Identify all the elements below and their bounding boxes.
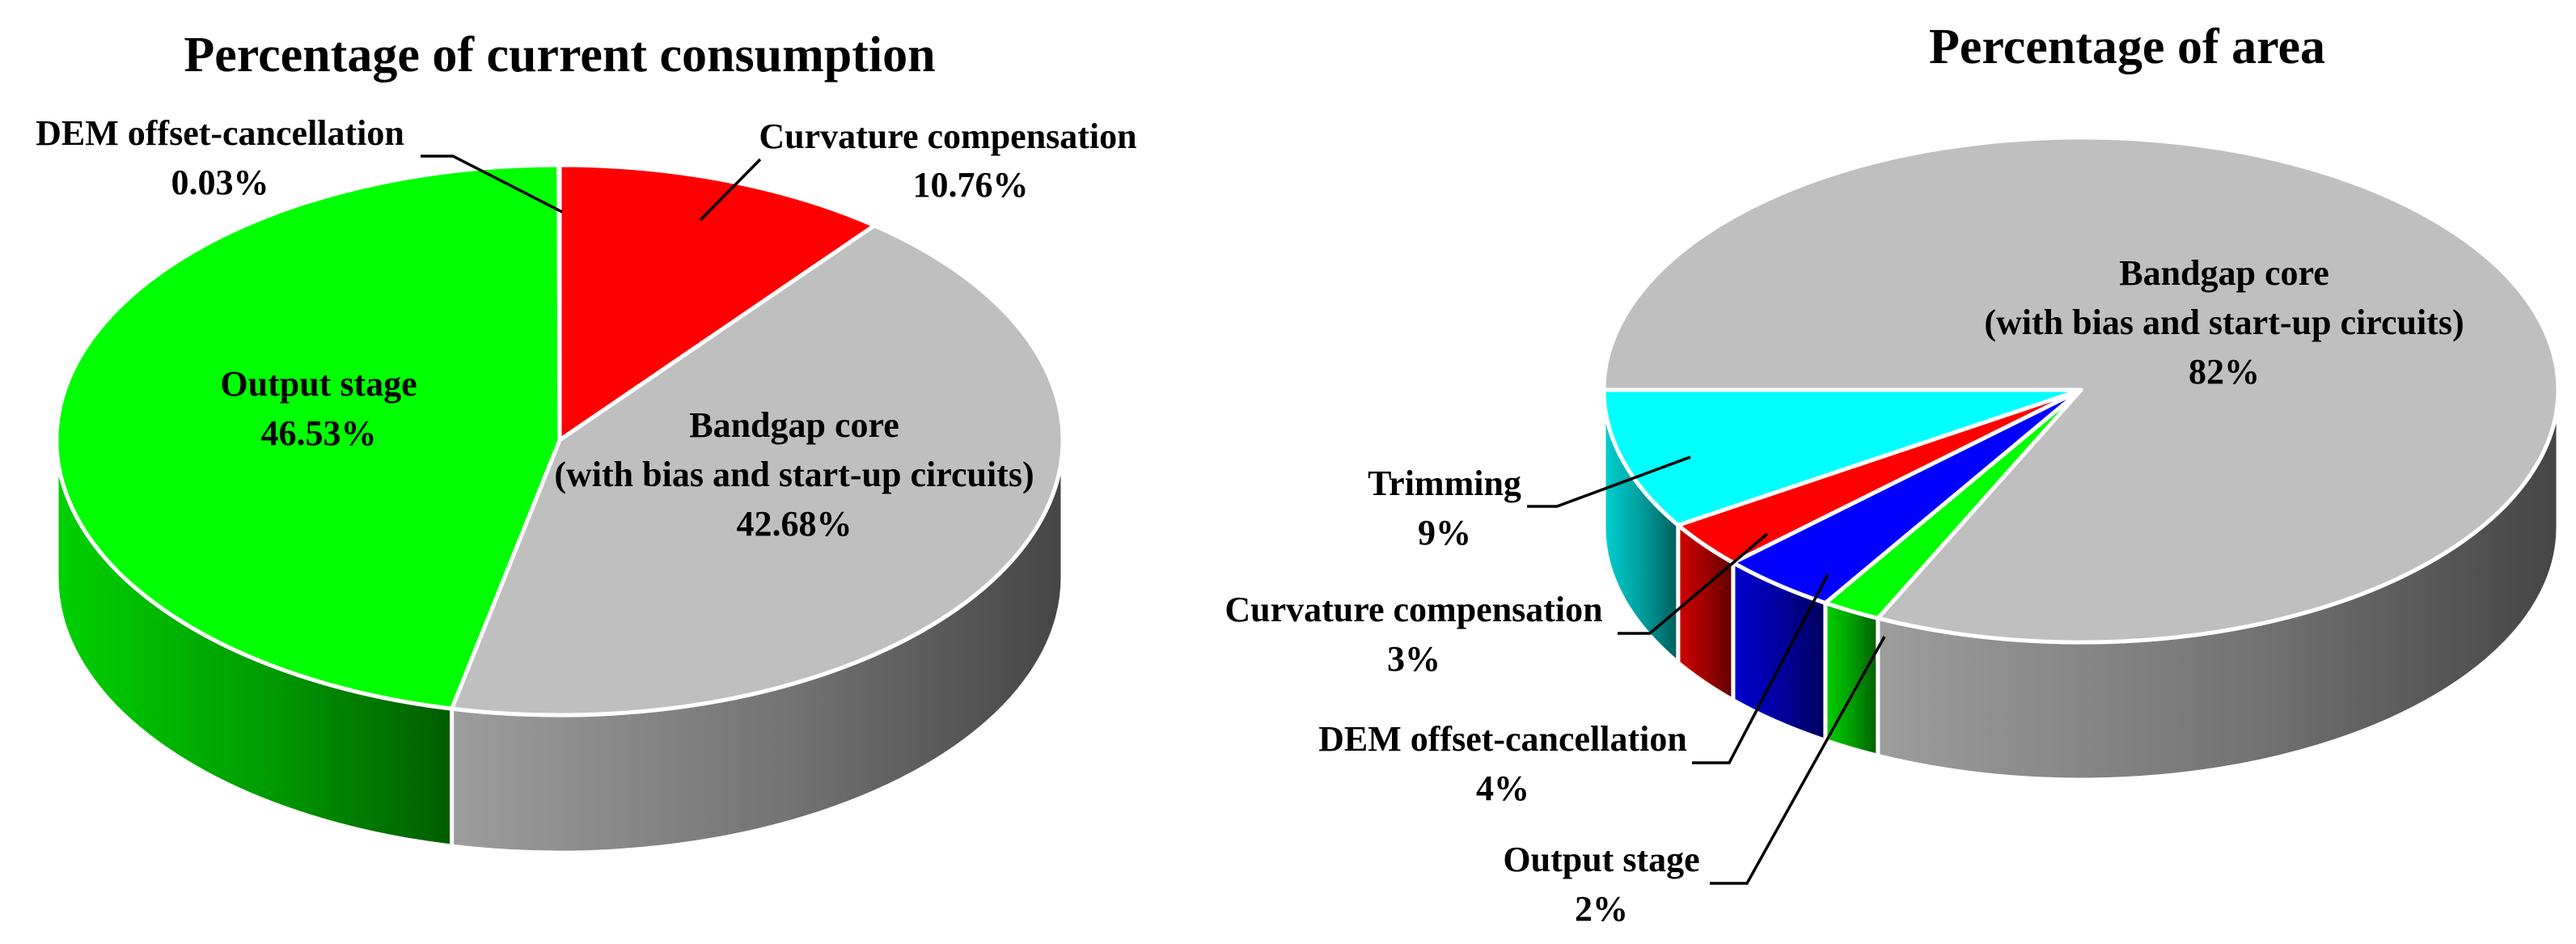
slice-dem-offset-cancellation: [556, 163, 562, 442]
current-consumption-pie-chart: Percentage of current consumption Curvat…: [36, 28, 1137, 855]
slice-value-trimming: 9%: [1418, 513, 1471, 552]
slice-label-bandgap-core: Bandgap core: [689, 405, 899, 445]
slice-value-dem-offset-cancellation: 4%: [1476, 768, 1529, 808]
slice-curvature-compensation: [557, 163, 877, 442]
area-pie-chart: Percentage of area Bandgap core (with bi…: [1225, 19, 2561, 929]
leader-line-trimming: [1527, 455, 1691, 508]
leader-line-dem-offset-cancellation: [421, 155, 563, 214]
slice-value-output-stage: 2%: [1575, 889, 1628, 929]
slice-value-dem-offset-cancellation: 0.03%: [171, 163, 269, 202]
slice-label-output-stage: Output stage: [1503, 840, 1699, 879]
chart-title: Percentage of area: [1929, 19, 2325, 74]
leader-line-curvature-compensation: [1618, 532, 1769, 635]
slice-value-bandgap-core: 42.68%: [737, 504, 852, 544]
slice-value-output-stage: 46.53%: [261, 413, 377, 453]
slice-label-dem-offset-cancellation: DEM offset-cancellation: [1318, 719, 1687, 759]
slice-label-trimming: Trimming: [1368, 464, 1521, 503]
leader-line-curvature-compensation: [699, 158, 762, 222]
slice-side-output-stage: [1823, 600, 1880, 758]
slice-output-stage: [54, 163, 562, 711]
slice-label-dem-offset-cancellation: DEM offset-cancellation: [36, 113, 404, 153]
slice-label-bandgap-core: Bandgap core: [2119, 253, 2329, 293]
slice-label-curvature-compensation: Curvature compensation: [1225, 590, 1602, 629]
slice-label-bandgap-core-detail: (with bias and start-up circuits): [1984, 303, 2464, 342]
slice-bandgap-core: [450, 223, 1065, 718]
slice-label-bandgap-core-detail: (with bias and start-up circuits): [554, 455, 1034, 494]
slice-value-curvature-compensation: 10.76%: [913, 165, 1029, 205]
slice-label-output-stage: Output stage: [220, 364, 417, 404]
leader-line-dem-offset-cancellation: [1692, 574, 1829, 764]
slice-value-curvature-compensation: 3%: [1387, 639, 1440, 679]
slice-value-bandgap-core: 82%: [2189, 352, 2260, 392]
slice-trimming: [1601, 387, 2083, 527]
slice-label-curvature-compensation: Curvature compensation: [759, 116, 1136, 156]
leader-line-output-stage: [1710, 636, 1886, 885]
chart-title: Percentage of current consumption: [184, 28, 935, 83]
